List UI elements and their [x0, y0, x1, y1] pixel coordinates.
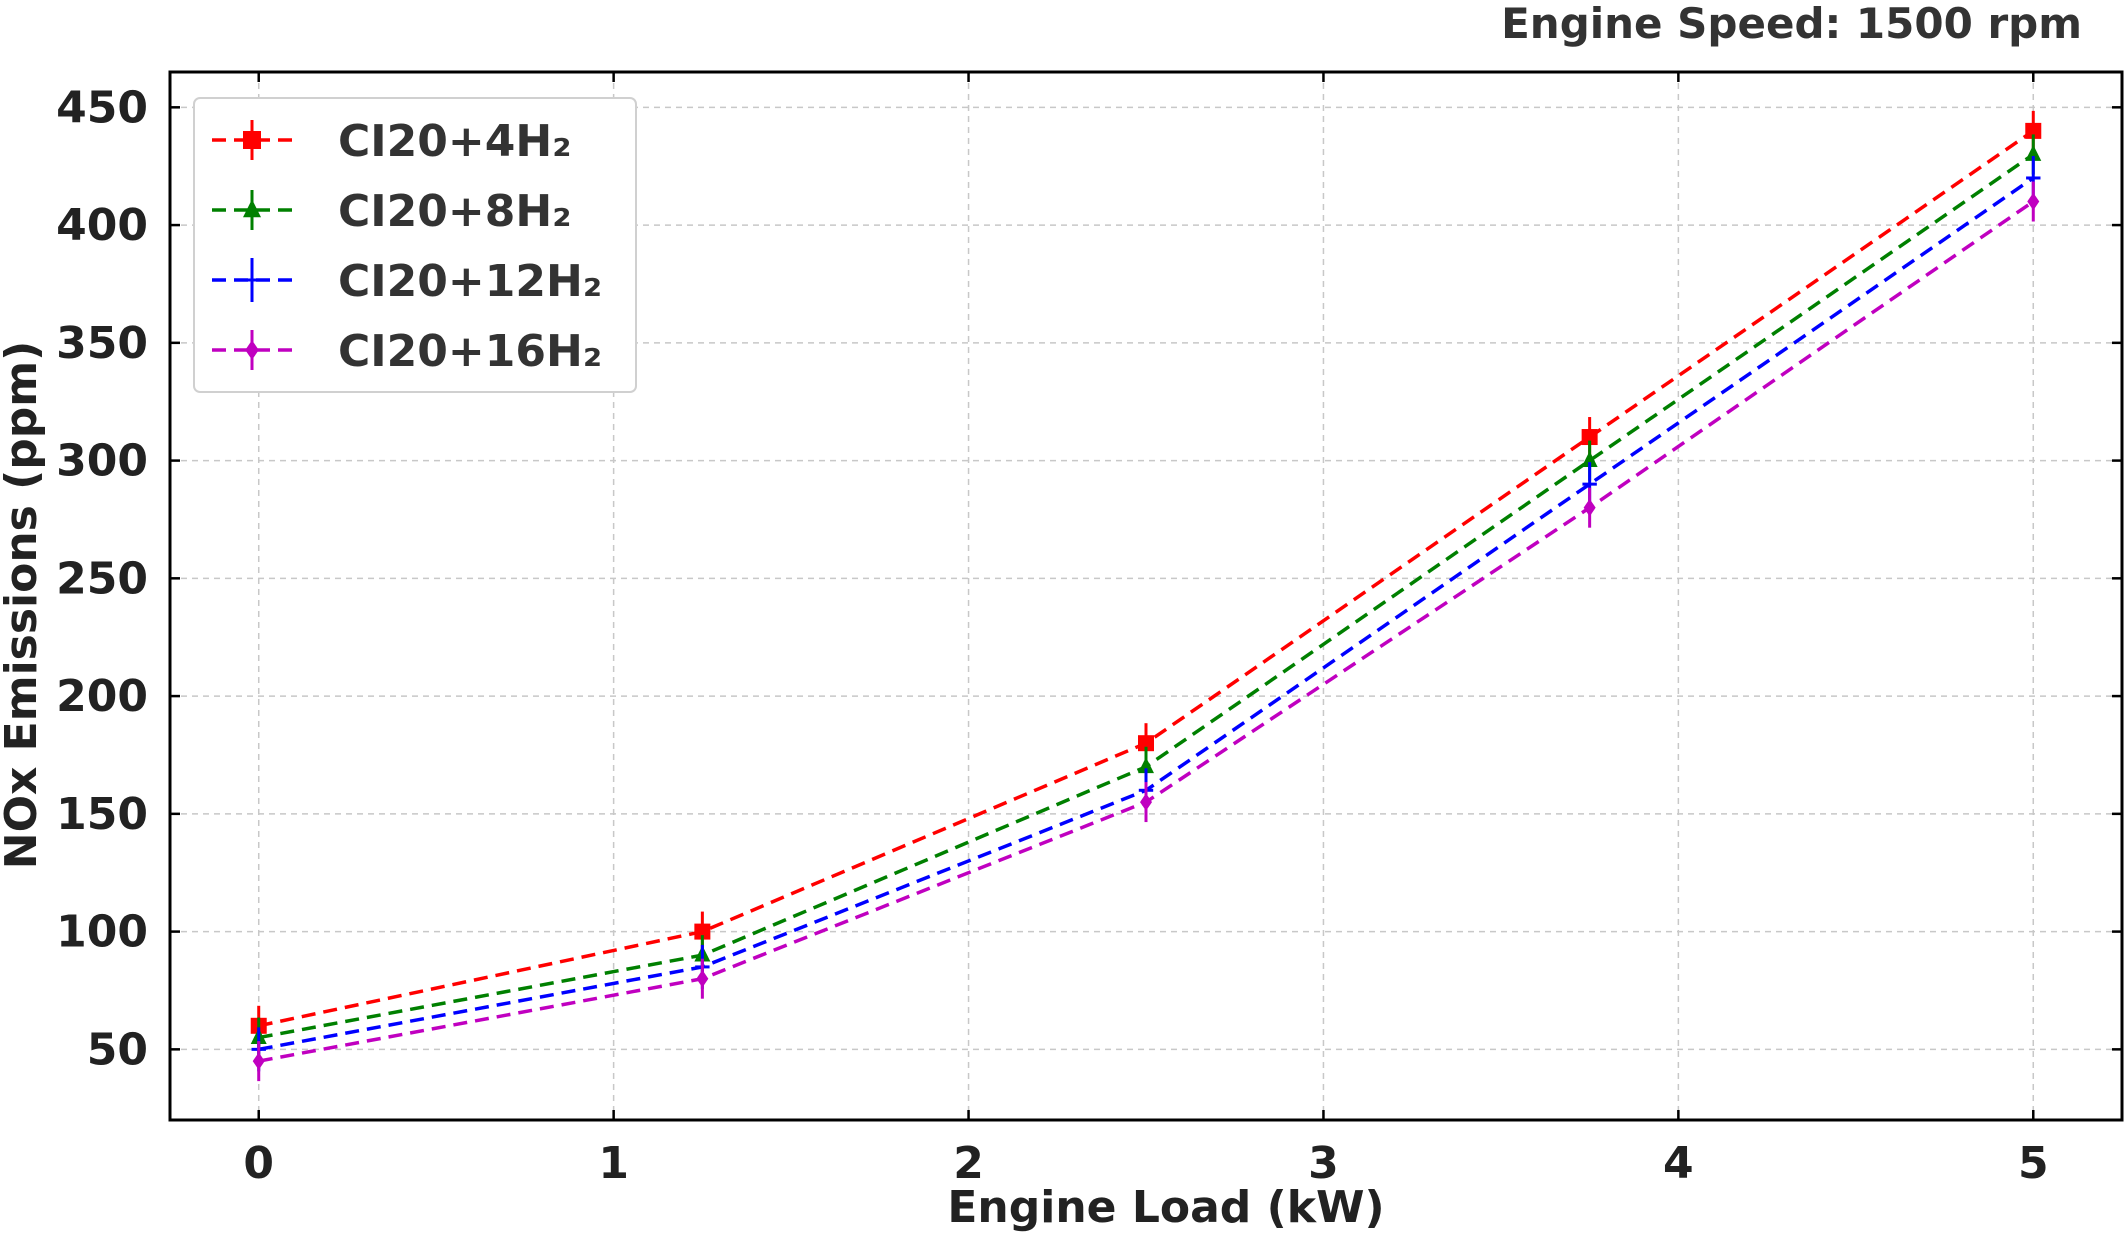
data-point	[1138, 735, 1154, 752]
axes: 50 100 150 200 250 300 350 400 450 0 1 2 3 4 5	[56, 70, 2124, 1189]
y-tick-label: 450	[56, 82, 148, 133]
legend: CI20+4H₂ CI20+8H₂ CI20+12H₂ CI20+16H₂	[193, 97, 637, 393]
x-tick-label: 2	[953, 1138, 984, 1189]
data-point	[245, 340, 259, 360]
legend-entry-4: CI20+16H₂	[212, 326, 602, 377]
y-tick-label: 300	[56, 436, 148, 487]
legend-label: CI20+16H₂	[338, 326, 602, 377]
engine-speed-annotation: Engine Speed: 1500 rpm	[1501, 0, 2082, 48]
x-tick-label: 4	[1663, 1138, 1694, 1189]
grid	[170, 72, 2122, 1120]
legend-entry-1: CI20+4H₂	[212, 116, 571, 167]
legend-label: CI20+4H₂	[338, 116, 571, 167]
data-point	[252, 1052, 265, 1070]
series-lines	[250, 110, 2042, 1082]
data-point	[243, 131, 261, 149]
data-point	[243, 199, 261, 218]
y-tick-label: 150	[56, 789, 148, 840]
legend-label: CI20+12H₂	[338, 256, 602, 307]
x-tick-label: 1	[598, 1138, 629, 1189]
y-axis-label: NOx Emissions (ppm)	[0, 341, 47, 870]
data-point	[1140, 793, 1152, 811]
legend-label: CI20+8H₂	[338, 186, 571, 237]
data-point	[2025, 122, 2042, 139]
data-point	[696, 969, 709, 988]
y-tick-label: 200	[56, 671, 148, 722]
data-point	[1583, 498, 1596, 517]
y-tick-label: 250	[56, 553, 148, 604]
series-1	[250, 110, 2042, 1046]
y-tick-label: 50	[87, 1024, 148, 1075]
data-point	[2027, 192, 2040, 211]
series-4	[252, 181, 2040, 1082]
data-point	[2025, 144, 2042, 161]
x-tick-label: 3	[1308, 1138, 1339, 1189]
data-point	[694, 923, 711, 940]
data-point	[1581, 429, 1598, 446]
x-tick-label: 0	[243, 1138, 274, 1189]
y-tick-label: 400	[56, 200, 148, 251]
x-axis-label: Engine Load (kW)	[947, 1182, 1384, 1233]
legend-entry-3: CI20+12H₂	[212, 256, 602, 307]
x-tick-label: 5	[2018, 1138, 2049, 1189]
legend-box	[193, 97, 637, 393]
y-tick-label: 350	[56, 318, 148, 369]
data-point	[1138, 757, 1154, 774]
data-point	[1581, 450, 1598, 467]
legend-entry-2: CI20+8H₂	[212, 186, 571, 237]
y-tick-label: 100	[56, 907, 148, 958]
plot-frame	[168, 70, 2124, 1122]
